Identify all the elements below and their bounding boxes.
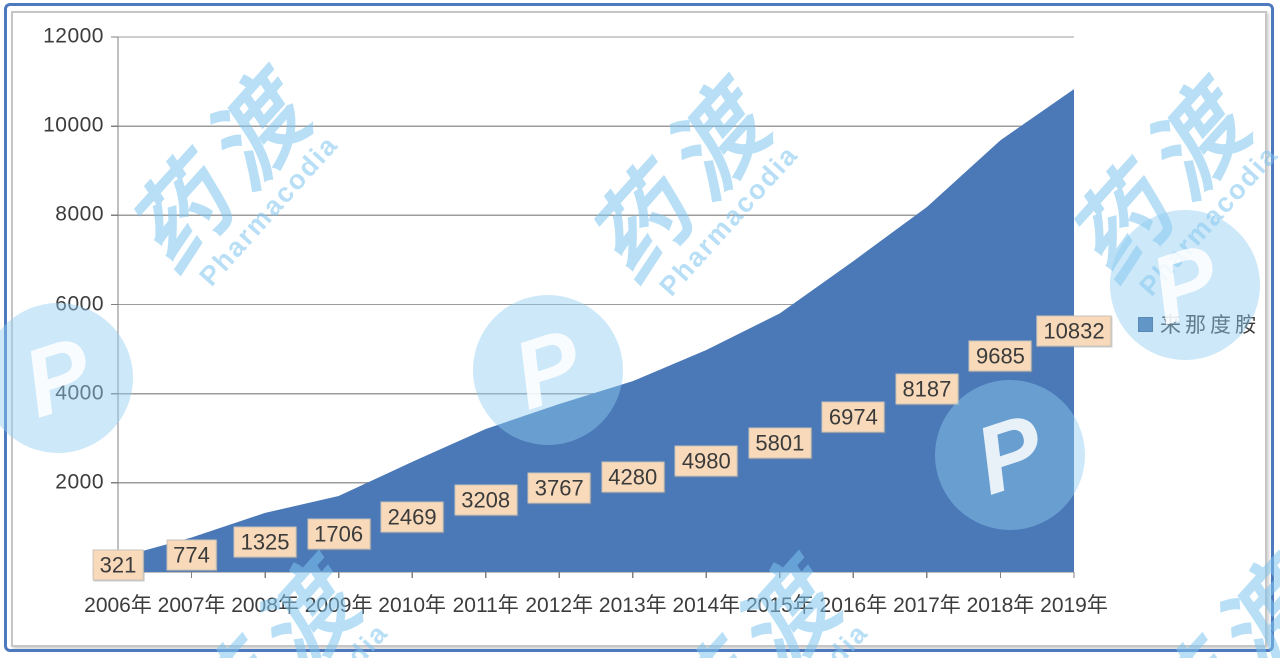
y-axis-tick-label: 2000 xyxy=(55,470,104,494)
x-axis-tick-label: 2016年 xyxy=(819,594,888,617)
x-axis-tick-label: 2019年 xyxy=(1040,594,1108,617)
legend[interactable]: 来那度胺 xyxy=(1138,309,1260,339)
x-axis-tick-label: 2011年 xyxy=(452,594,519,617)
legend-marker-icon xyxy=(1138,316,1153,332)
x-axis-tick-label: 2017年 xyxy=(893,594,961,617)
y-axis-tick-label: 8000 xyxy=(55,202,104,226)
x-axis-tick-label: 2010年 xyxy=(378,594,446,617)
data-label: 3208 xyxy=(454,484,518,516)
y-axis-tick-label: 4000 xyxy=(55,381,104,405)
data-label: 774 xyxy=(166,539,217,571)
data-label: 3767 xyxy=(527,472,591,504)
x-axis-tick-label: 2007年 xyxy=(157,594,226,617)
data-label: 4280 xyxy=(601,461,665,493)
data-label: 6974 xyxy=(821,401,885,433)
data-label: 321 xyxy=(92,549,144,581)
x-axis-tick-label: 2009年 xyxy=(304,594,373,617)
data-label: 1325 xyxy=(233,526,297,558)
area-series xyxy=(118,89,1074,572)
x-axis-tick-label: 2015年 xyxy=(745,594,814,617)
data-label: 9685 xyxy=(968,340,1032,372)
data-label: 1706 xyxy=(307,518,371,550)
x-axis-tick-label: 2012年 xyxy=(525,594,594,617)
legend-series-label: 来那度胺 xyxy=(1160,314,1260,337)
data-label: 2469 xyxy=(380,501,444,533)
data-label: 4980 xyxy=(674,445,738,477)
data-label: 8187 xyxy=(895,373,959,405)
x-axis-tick-label: 2008年 xyxy=(231,594,299,617)
y-axis-tick-label: 0 xyxy=(20,560,104,584)
x-axis-tick-label: 2013年 xyxy=(598,594,667,617)
y-axis-tick-label: 12000 xyxy=(43,24,104,48)
y-axis-tick-label: 6000 xyxy=(55,292,104,316)
x-axis-tick-label: 2014年 xyxy=(672,594,741,617)
y-axis-tick-label: 10000 xyxy=(43,113,104,137)
data-label: 10832 xyxy=(1036,315,1112,347)
y-axis-labels: 0 2000 4000 6000 8000 10000 12000 xyxy=(20,0,104,658)
data-label: 5801 xyxy=(748,427,812,459)
x-axis-tick-label: 2018年 xyxy=(966,594,1035,617)
x-axis-tick-label: 2006年 xyxy=(84,594,152,617)
